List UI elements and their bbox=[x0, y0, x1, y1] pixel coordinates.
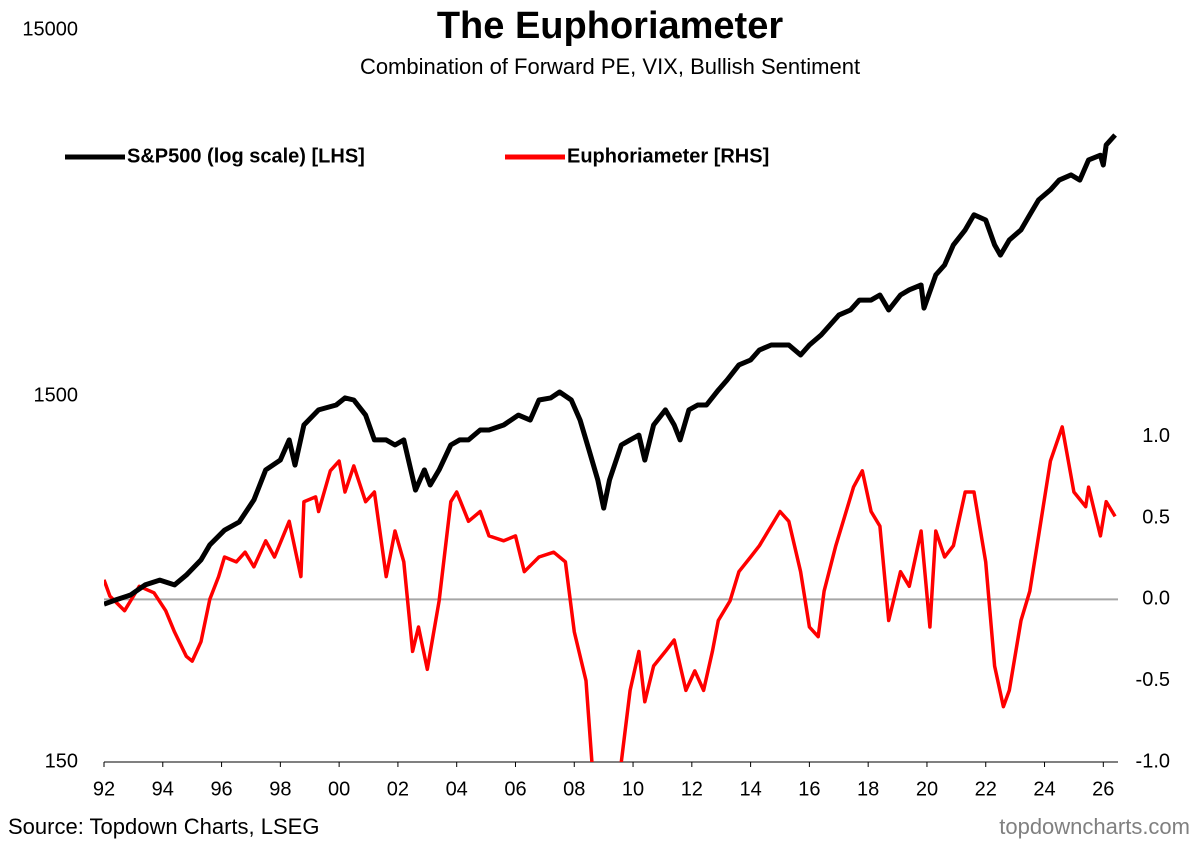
x-tick-label: 98 bbox=[269, 778, 291, 800]
y-tick-label: 150 bbox=[45, 750, 78, 772]
x-tick-label: 00 bbox=[328, 778, 350, 800]
x-tick-label: 14 bbox=[739, 778, 761, 800]
x-tick-label: 12 bbox=[681, 778, 703, 800]
y2-tick-label: 0.5 bbox=[1142, 506, 1170, 528]
x-tick-label: 16 bbox=[798, 778, 820, 800]
x-tick-label: 02 bbox=[387, 778, 409, 800]
legend-label: S&P500 (log scale) [LHS] bbox=[127, 145, 365, 167]
y2-tick-label: -1.0 bbox=[1136, 750, 1170, 772]
y-tick-label: 15000 bbox=[22, 18, 78, 40]
source: Source: Topdown Charts, LSEG bbox=[8, 814, 319, 839]
series-line bbox=[104, 425, 1117, 762]
x-tick-label: 10 bbox=[622, 778, 644, 800]
watermark: topdowncharts.com bbox=[999, 814, 1190, 839]
legend-label: Euphoriameter [RHS] bbox=[567, 145, 769, 167]
x-tick-label: 06 bbox=[504, 778, 526, 800]
y-tick-label: 1500 bbox=[34, 384, 79, 406]
x-tick-label: 94 bbox=[152, 778, 174, 800]
x-tick-label: 04 bbox=[446, 778, 468, 800]
y2-tick-label: -0.5 bbox=[1136, 669, 1170, 691]
x-tick-label: 18 bbox=[857, 778, 879, 800]
chart-title: The Euphoriameter bbox=[437, 5, 783, 47]
x-tick-label: 92 bbox=[93, 778, 115, 800]
x-tick-label: 24 bbox=[1033, 778, 1055, 800]
x-tick-label: 08 bbox=[563, 778, 585, 800]
x-tick-label: 22 bbox=[975, 778, 997, 800]
x-tick-label: 26 bbox=[1092, 778, 1114, 800]
chart-subtitle: Combination of Forward PE, VIX, Bullish … bbox=[360, 54, 860, 79]
y2-tick-label: 0.0 bbox=[1142, 588, 1170, 610]
series-line bbox=[104, 133, 1117, 607]
y2-tick-label: 1.0 bbox=[1142, 425, 1170, 447]
x-tick-label: 20 bbox=[916, 778, 938, 800]
x-tick-label: 96 bbox=[210, 778, 232, 800]
